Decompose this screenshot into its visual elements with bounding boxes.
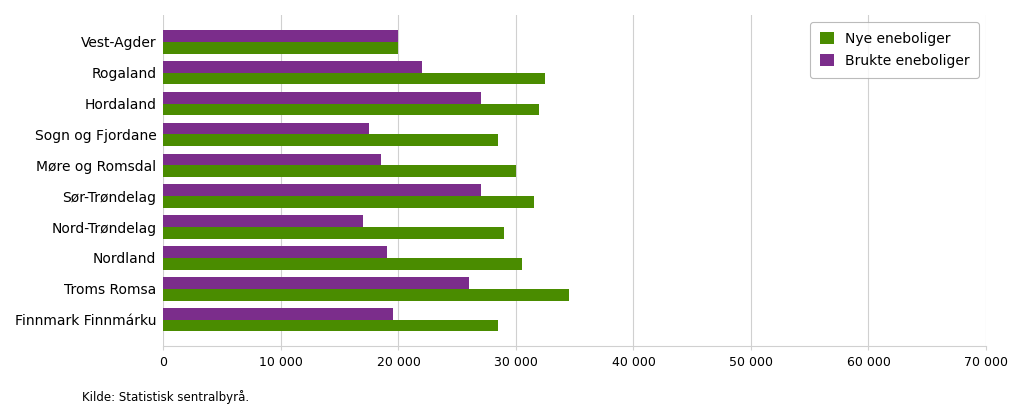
Bar bbox=[164, 165, 516, 177]
Bar bbox=[164, 123, 369, 134]
Bar bbox=[164, 134, 498, 146]
Bar bbox=[164, 258, 522, 270]
Bar bbox=[164, 184, 481, 196]
Bar bbox=[164, 153, 381, 165]
Bar bbox=[164, 30, 399, 42]
Bar bbox=[164, 277, 469, 289]
Bar bbox=[164, 227, 504, 239]
Bar bbox=[164, 73, 545, 84]
Text: Kilde: Statistisk sentralbyrå.: Kilde: Statistisk sentralbyrå. bbox=[82, 390, 249, 404]
Bar bbox=[164, 320, 498, 331]
Bar bbox=[164, 104, 539, 115]
Bar bbox=[164, 289, 569, 301]
Bar bbox=[164, 246, 387, 258]
Bar bbox=[164, 61, 421, 73]
Legend: Nye eneboliger, Brukte eneboliger: Nye eneboliger, Brukte eneboliger bbox=[810, 22, 979, 78]
Bar bbox=[164, 92, 481, 104]
Bar bbox=[164, 196, 534, 208]
Bar bbox=[164, 215, 363, 227]
Bar bbox=[164, 308, 393, 320]
Bar bbox=[164, 42, 399, 53]
